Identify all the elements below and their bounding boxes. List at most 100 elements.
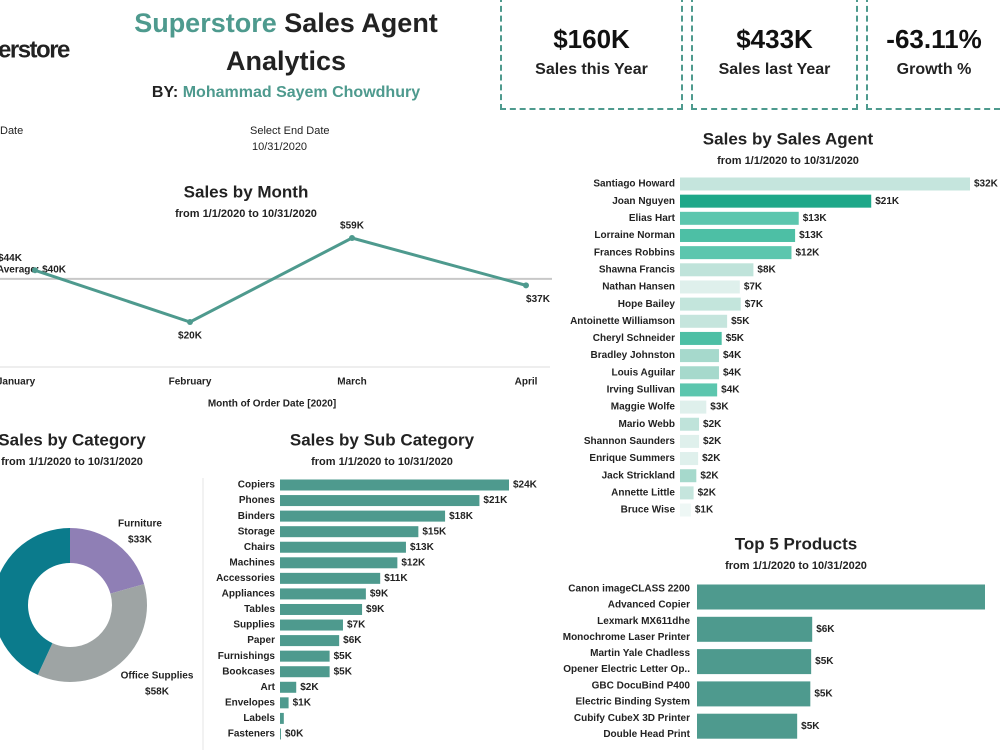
kpi-card: -63.11% Growth % xyxy=(866,0,1000,110)
category-label: Electric Binding System xyxy=(576,697,691,708)
category-label: Tables xyxy=(244,604,275,615)
bar xyxy=(680,503,691,517)
kpi-value: $433K xyxy=(736,24,813,54)
category-label: Antoinette Williamson xyxy=(570,316,675,327)
category-label: Joan Nguyen xyxy=(612,196,675,207)
category-label: Frances Robbins xyxy=(594,247,676,258)
value-label: $4K xyxy=(723,367,742,378)
value-label: $21K xyxy=(483,495,508,506)
filter-label: Date xyxy=(0,125,23,137)
category-label: Double Head Print xyxy=(603,729,690,740)
x-tick-label: March xyxy=(337,377,366,388)
category-label: Hope Bailey xyxy=(618,299,676,310)
bar xyxy=(697,584,985,610)
bar xyxy=(680,400,707,414)
value-label: $2K xyxy=(703,419,722,430)
bar xyxy=(680,486,694,500)
value-label: $4K xyxy=(723,350,742,361)
filter-label: Select End Date xyxy=(250,125,330,137)
category-label: Maggie Wolfe xyxy=(611,402,676,413)
bar xyxy=(680,417,700,431)
bar xyxy=(680,469,697,483)
category-label: Machines xyxy=(229,557,275,568)
category-label: Santiago Howard xyxy=(593,179,675,190)
kpi-label: Sales this Year xyxy=(535,61,648,78)
category-label: Lorraine Norman xyxy=(594,230,675,241)
value-label: $37K xyxy=(526,294,551,305)
bar xyxy=(680,228,796,242)
category-label: Bruce Wise xyxy=(621,505,676,516)
bar xyxy=(280,635,340,647)
chart-subtitle: from 1/1/2020 to 10/31/2020 xyxy=(311,456,453,468)
category-label: Chairs xyxy=(244,542,276,553)
value-label: $5K xyxy=(726,333,745,344)
chart-title: Sales by Sales Agent xyxy=(703,129,874,148)
bar xyxy=(680,434,700,448)
category-label: Nathan Hansen xyxy=(602,282,675,293)
bar xyxy=(680,177,970,191)
line xyxy=(34,236,527,324)
category-label: Cubify CubeX 3D Printer xyxy=(574,713,690,724)
bar xyxy=(697,616,813,642)
bar xyxy=(680,194,872,208)
value-label: $21K xyxy=(875,196,900,207)
value-label: $13K xyxy=(803,213,828,224)
bar xyxy=(697,713,798,739)
category-label: Art xyxy=(261,682,276,693)
value-label: $9K xyxy=(366,604,385,615)
bar xyxy=(680,314,728,328)
category-label: Advanced Copier xyxy=(608,600,690,611)
donut-segment xyxy=(0,528,70,675)
category-label: Phones xyxy=(239,495,276,506)
byline: BY: Mohammad Sayem Chowdhury xyxy=(152,84,420,101)
category-label: Envelopes xyxy=(225,697,275,708)
value-label: $1K xyxy=(695,505,714,516)
kpi-label: Growth % xyxy=(896,61,972,78)
value-label: $6K xyxy=(343,635,362,646)
bar xyxy=(280,650,330,662)
bar xyxy=(680,297,741,311)
title: Superstore Sales Agent xyxy=(134,8,438,38)
value-label: $7K xyxy=(745,299,764,310)
x-tick-label: April xyxy=(515,377,538,388)
chart-title: Sales by Sub Category xyxy=(290,430,475,449)
bar xyxy=(680,211,799,225)
value-label: $7K xyxy=(744,282,763,293)
category-label: Labels xyxy=(243,713,275,724)
author: Mohammad Sayem Chowdhury xyxy=(183,84,420,101)
point xyxy=(187,319,193,325)
point xyxy=(32,267,38,274)
value-label: $7K xyxy=(347,620,366,631)
bar xyxy=(280,479,509,491)
value-label: $2K xyxy=(700,470,719,481)
category-label: Opener Electric Letter Op.. xyxy=(563,664,690,675)
bar xyxy=(280,728,281,740)
category-label: Binders xyxy=(238,511,276,522)
category-label: Cheryl Schneider xyxy=(593,333,675,344)
value-label: $58K xyxy=(145,687,170,698)
chart-subtitle: from 1/1/2020 to 10/31/2020 xyxy=(175,208,317,220)
value-label: $13K xyxy=(410,542,435,553)
value-label: $2K xyxy=(703,436,722,447)
value-label: $59K xyxy=(340,221,365,232)
category-label: Fasteners xyxy=(228,729,276,740)
value-label: $9K xyxy=(370,589,389,600)
bar xyxy=(697,681,811,707)
category-label: Bookcases xyxy=(222,666,275,677)
bar xyxy=(680,349,719,363)
value-label: $5K xyxy=(334,666,353,677)
bar xyxy=(680,246,792,260)
category-label: Appliances xyxy=(222,589,276,600)
value-label: $32K xyxy=(974,179,999,190)
x-tick-label: February xyxy=(169,377,212,388)
kpi-value: $160K xyxy=(553,24,630,54)
chart-title: Sales by Category xyxy=(0,430,146,449)
category-label: Martin Yale Chadless xyxy=(590,648,690,659)
bar xyxy=(280,495,480,507)
bar xyxy=(280,526,419,538)
value-label: $12K xyxy=(795,247,820,258)
point xyxy=(523,282,529,289)
title-brand: Superstore xyxy=(134,8,277,38)
